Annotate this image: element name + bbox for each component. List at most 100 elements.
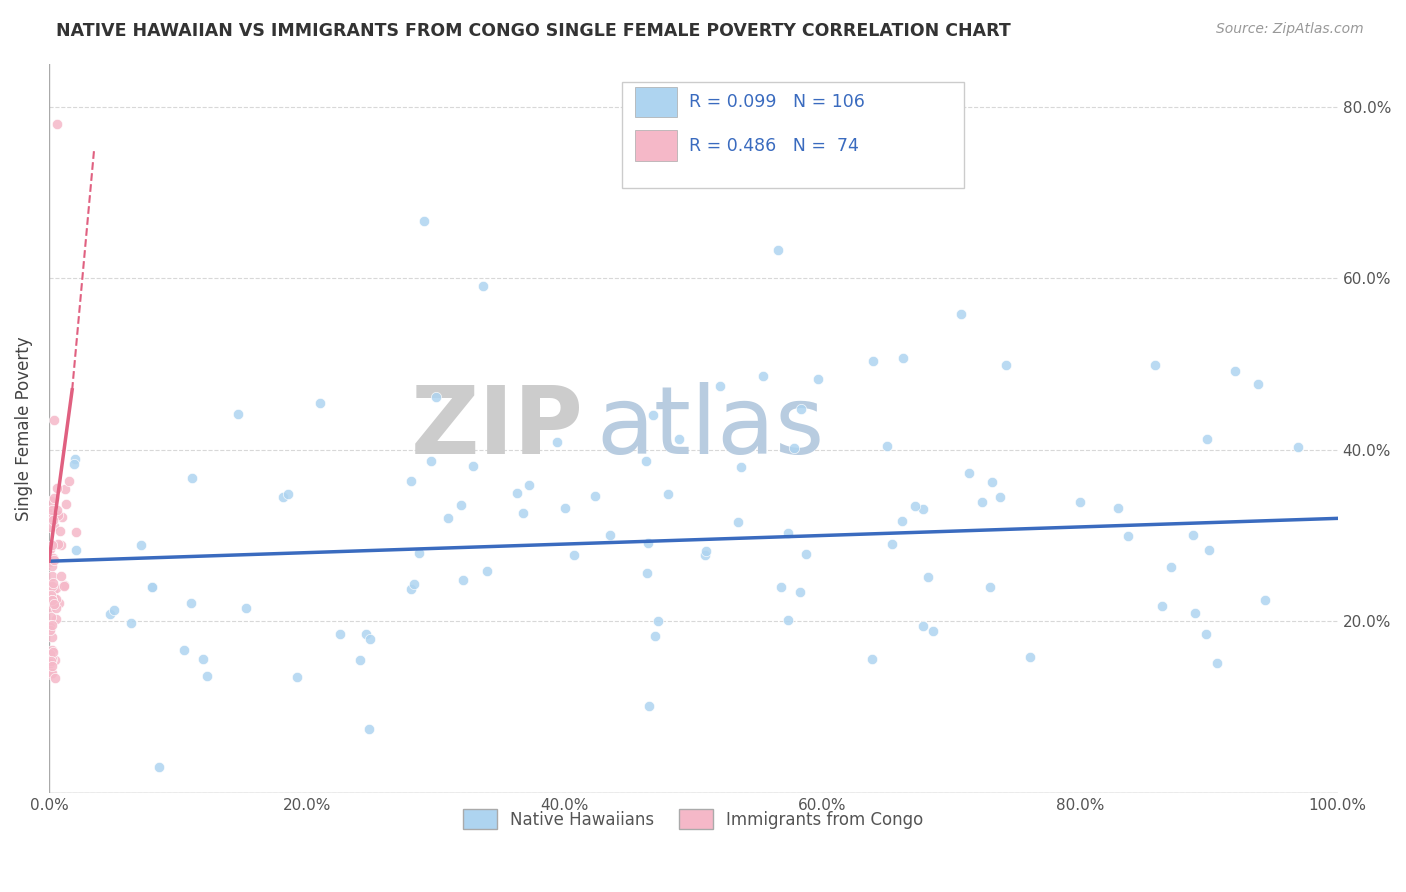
- Point: [404, 577, 426, 591]
- Point: [277, 487, 299, 501]
- Point: [356, 627, 378, 641]
- Point: [957, 466, 980, 480]
- Point: [39, 600, 62, 615]
- Legend: Native Hawaiians, Immigrants from Congo: Native Hawaiians, Immigrants from Congo: [457, 803, 929, 835]
- Point: [39, 617, 62, 632]
- Point: [58, 474, 80, 488]
- Point: [554, 500, 576, 515]
- Point: [49, 524, 72, 538]
- Point: [39, 657, 62, 671]
- Point: [41, 538, 63, 552]
- Point: [45, 481, 67, 495]
- Point: [1181, 528, 1204, 542]
- Point: [44, 672, 66, 686]
- Point: [1107, 501, 1129, 516]
- Point: [891, 514, 914, 528]
- Point: [98, 607, 121, 621]
- Point: [148, 760, 170, 774]
- Point: [103, 603, 125, 617]
- Point: [39, 623, 62, 637]
- Point: [949, 307, 972, 321]
- Point: [436, 511, 458, 525]
- Point: [39, 621, 62, 635]
- Point: [45, 601, 67, 615]
- Point: [42, 645, 65, 659]
- Point: [638, 698, 661, 713]
- Point: [789, 585, 811, 599]
- Point: [647, 615, 669, 629]
- Point: [42, 597, 65, 611]
- Point: [862, 354, 884, 368]
- Point: [1225, 363, 1247, 377]
- Point: [51, 509, 73, 524]
- Point: [776, 613, 799, 627]
- Point: [970, 495, 993, 509]
- Point: [1152, 599, 1174, 613]
- Point: [120, 616, 142, 631]
- Point: [695, 544, 717, 558]
- Point: [408, 546, 430, 560]
- Point: [790, 402, 813, 417]
- Point: [41, 618, 63, 632]
- Point: [461, 458, 484, 473]
- Point: [657, 487, 679, 501]
- Point: [730, 459, 752, 474]
- Point: [45, 597, 67, 611]
- Point: [41, 592, 63, 607]
- Point: [643, 408, 665, 422]
- Point: [904, 499, 927, 513]
- Point: [770, 580, 793, 594]
- Point: [39, 541, 62, 556]
- Point: [425, 390, 447, 404]
- Point: [882, 537, 904, 551]
- Point: [39, 656, 62, 670]
- Point: [917, 570, 939, 584]
- Point: [309, 396, 332, 410]
- Point: [44, 491, 66, 505]
- Point: [349, 653, 371, 667]
- Point: [181, 471, 204, 485]
- Text: NATIVE HAWAIIAN VS IMMIGRANTS FROM CONGO SINGLE FEMALE POVERTY CORRELATION CHART: NATIVE HAWAIIAN VS IMMIGRANTS FROM CONGO…: [56, 22, 1011, 40]
- Point: [44, 653, 66, 667]
- Point: [42, 591, 65, 605]
- Point: [1286, 440, 1309, 454]
- Point: [45, 592, 67, 607]
- Point: [451, 573, 474, 587]
- Point: [751, 369, 773, 384]
- Point: [53, 482, 76, 496]
- Point: [1195, 627, 1218, 641]
- Point: [65, 525, 87, 540]
- Point: [129, 538, 152, 552]
- Point: [912, 618, 935, 632]
- Point: [39, 509, 62, 524]
- Point: [860, 652, 883, 666]
- Point: [53, 580, 76, 594]
- Point: [359, 632, 381, 646]
- Point: [472, 279, 495, 293]
- Point: [62, 457, 84, 471]
- Point: [39, 493, 62, 508]
- Text: R = 0.099   N = 106: R = 0.099 N = 106: [689, 93, 865, 111]
- Point: [39, 620, 62, 634]
- Point: [42, 502, 65, 516]
- Point: [1246, 376, 1268, 391]
- Point: [39, 624, 62, 638]
- Point: [562, 549, 585, 563]
- Point: [41, 579, 63, 593]
- Point: [44, 413, 66, 427]
- Point: [49, 538, 72, 552]
- Point: [796, 547, 818, 561]
- Point: [180, 595, 202, 609]
- Point: [357, 723, 380, 737]
- Point: [1206, 656, 1229, 670]
- Point: [48, 597, 70, 611]
- Point: [45, 612, 67, 626]
- Point: [46, 502, 69, 516]
- Point: [45, 581, 67, 595]
- Point: [766, 243, 789, 257]
- Point: [39, 579, 62, 593]
- Point: [329, 627, 352, 641]
- Point: [195, 669, 218, 683]
- Point: [1116, 528, 1139, 542]
- Point: [644, 629, 666, 643]
